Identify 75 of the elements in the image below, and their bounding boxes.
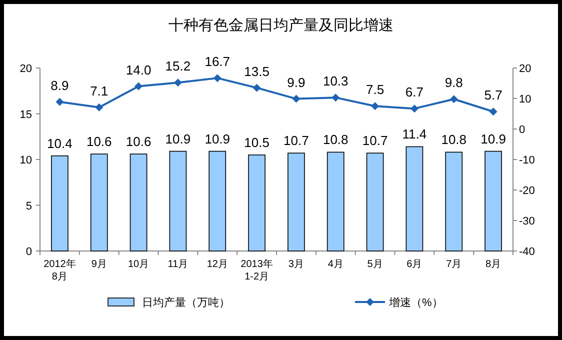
point: [450, 95, 458, 104]
data-label: 10.9: [165, 131, 191, 146]
x-tick-label: 4月: [328, 259, 344, 270]
x-tick-label: 7月: [446, 259, 462, 270]
point: [56, 98, 64, 106]
data-label: 15.2: [165, 58, 191, 74]
x-tick-label: 3月: [288, 259, 304, 270]
data-label: 13.5: [244, 64, 270, 79]
data-label: 10.4: [47, 136, 72, 151]
y-tick-label: 20: [20, 63, 32, 75]
bar: [366, 152, 384, 252]
data-label: 14.0: [126, 62, 152, 78]
x-tick-label: 6月: [406, 259, 422, 270]
bar: [445, 152, 463, 252]
point: [332, 94, 340, 102]
data-label: 7.5: [366, 82, 384, 98]
bar: [484, 150, 502, 252]
x-tick-label: 11月: [168, 259, 188, 270]
y-tick-label: 10: [20, 154, 32, 166]
data-label: 6.7: [405, 84, 424, 100]
bar: [288, 152, 305, 252]
data-label: 10.5: [244, 134, 270, 150]
data-label: 9.9: [287, 74, 306, 90]
y-tick-label: 15: [20, 108, 32, 121]
data-label: 10.8: [322, 132, 348, 148]
y2-tick-label: 10: [519, 94, 532, 106]
bar: [51, 155, 68, 252]
point: [292, 94, 300, 103]
point: [371, 102, 380, 110]
x-tick-label: 10月: [128, 259, 150, 270]
x-tick-label: 12月: [206, 259, 228, 270]
legend-label: 增速（%）: [388, 296, 443, 309]
point: [134, 82, 143, 90]
y2-tick-label: -30: [519, 216, 535, 228]
y2-tick-label: 20: [519, 63, 532, 75]
legend-label: 日均产量（万吨）: [142, 296, 230, 309]
x-tick-label: 2013年 1-2月: [240, 258, 273, 282]
data-label: 10.7: [362, 133, 388, 148]
y2-tick-label: -20: [519, 185, 535, 197]
bar: [406, 146, 424, 252]
data-label: 10.9: [480, 131, 506, 146]
bar: [326, 152, 344, 252]
x-tick-label: 2012年 8月: [44, 258, 76, 282]
point: [252, 84, 261, 92]
data-label: 10.8: [441, 132, 467, 148]
data-label: 10.7: [284, 133, 309, 148]
data-label: 7.1: [90, 83, 108, 98]
data-label: 10.9: [204, 131, 230, 146]
bar: [248, 154, 266, 252]
point: [410, 104, 418, 113]
bar: [208, 150, 226, 252]
data-label: 10.6: [126, 134, 152, 150]
point: [213, 74, 222, 82]
y-tick-label: 0: [26, 246, 32, 258]
point: [174, 78, 182, 87]
data-label: 5.7: [484, 88, 502, 103]
x-tick-label: 9月: [91, 259, 107, 270]
y2-tick-label: -40: [519, 246, 535, 258]
data-label: 8.9: [50, 78, 69, 93]
y-tick-label: 5: [26, 200, 32, 212]
data-label: 9.8: [444, 75, 463, 90]
bar: [169, 150, 187, 252]
data-label: 16.7: [204, 54, 230, 70]
data-label: 11.4: [402, 126, 427, 142]
y2-tick-label: 0: [519, 124, 526, 136]
data-label: 10.6: [86, 134, 112, 150]
data-label: 10.3: [322, 74, 348, 89]
point: [489, 108, 498, 116]
chart-title: 十种有色金属日均产量及同比增速: [168, 17, 394, 34]
bar: [90, 154, 108, 252]
point: [95, 103, 104, 112]
x-tick-label: 8月: [486, 259, 502, 270]
y2-tick-label: -10: [519, 154, 535, 166]
x-tick-label: 5月: [367, 259, 383, 270]
bar: [130, 154, 148, 252]
